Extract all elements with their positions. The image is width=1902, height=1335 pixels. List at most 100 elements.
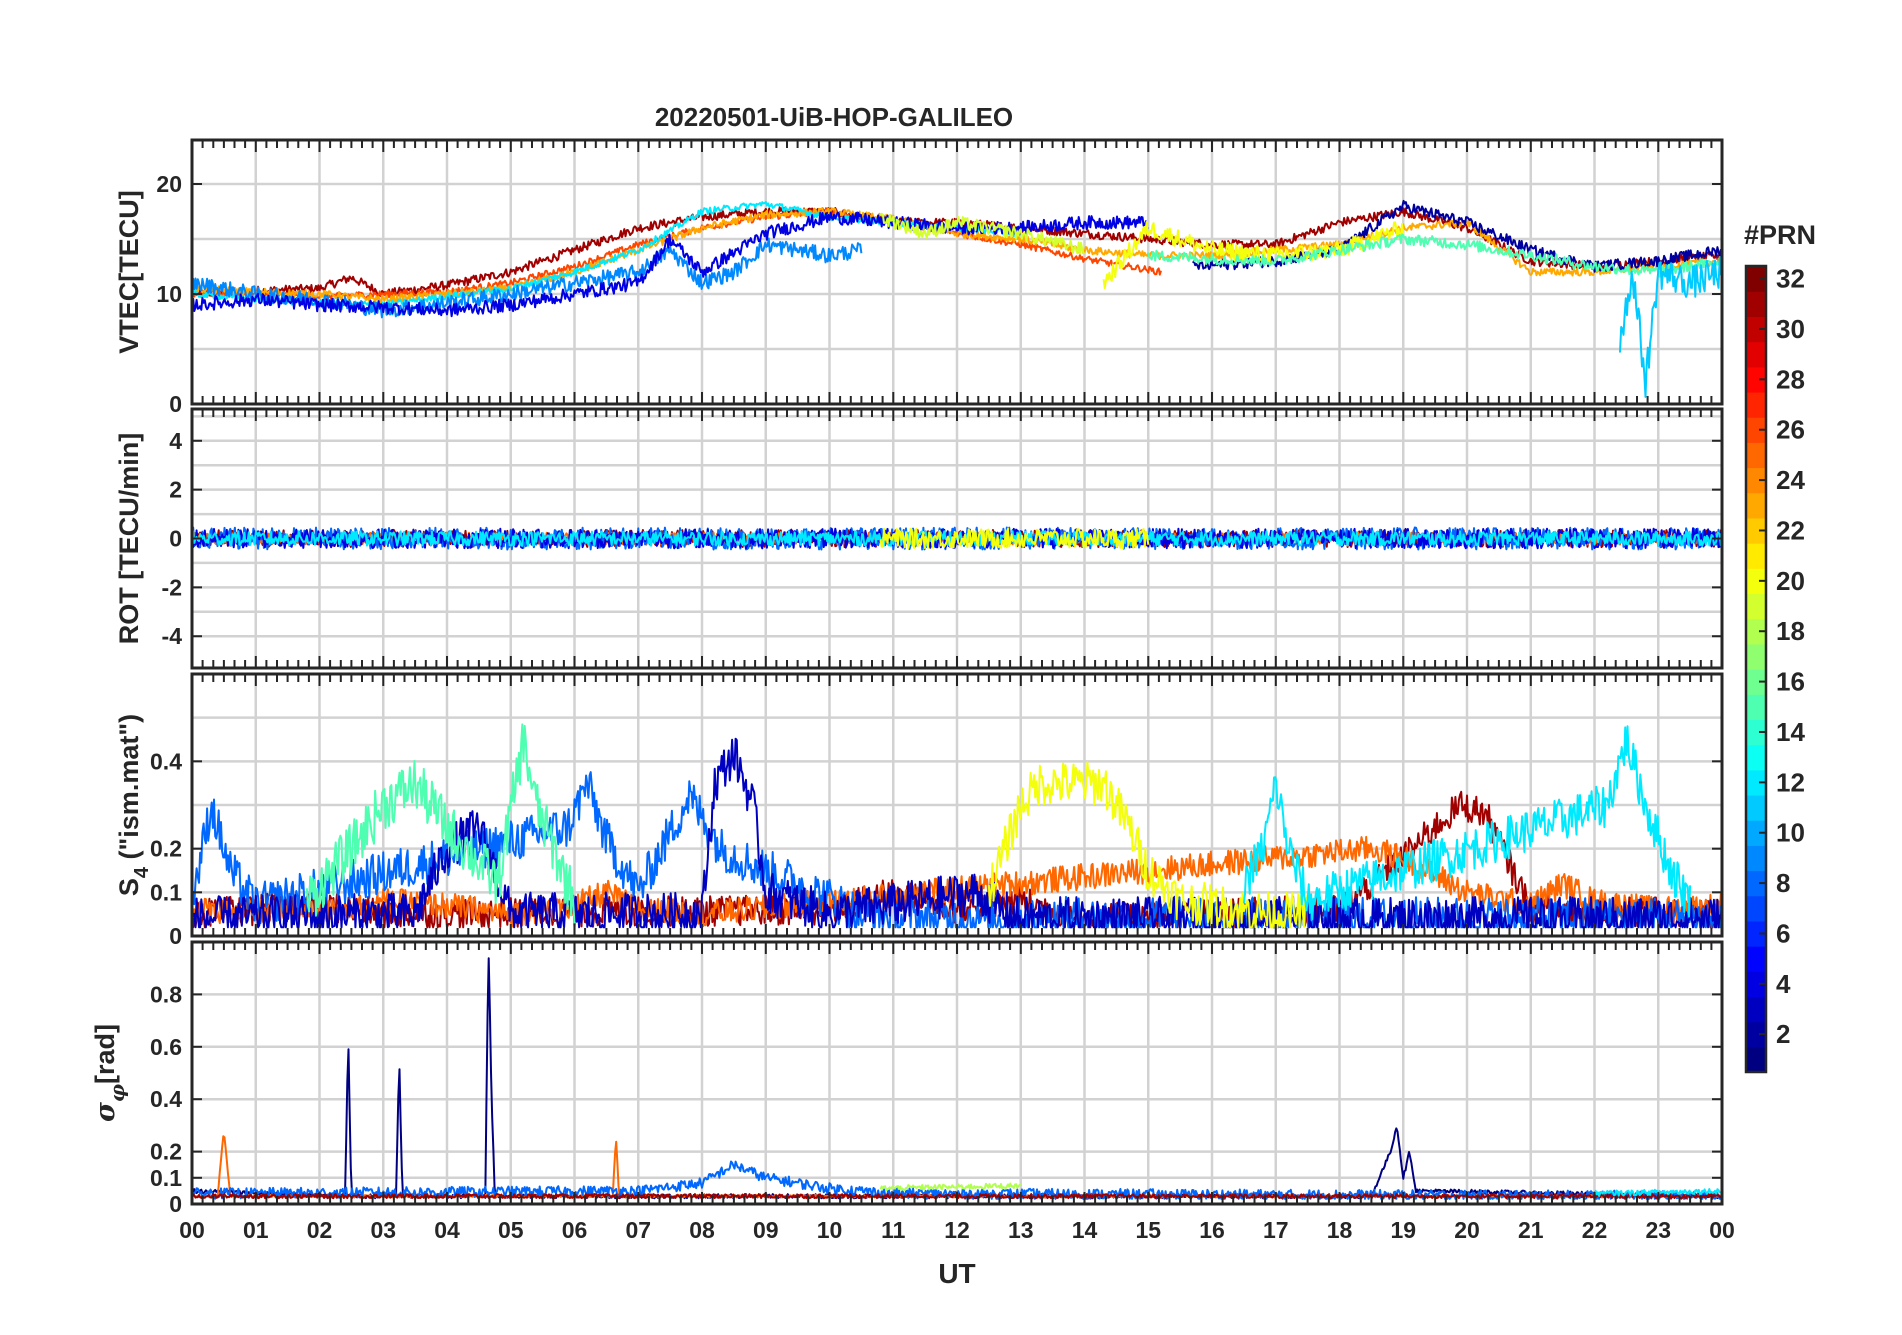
x-tick-label: 21 <box>1518 1217 1544 1243</box>
x-tick-label: 06 <box>562 1217 588 1243</box>
panels: 0 10 20 VTEC[TECU] -4 -2 02 4 ROT [TECU/min] 0 0.1… <box>90 138 1735 1243</box>
colorbar-swatch <box>1746 1046 1766 1073</box>
y-tick-label: -2 <box>162 574 182 600</box>
chart-title: 20220501-UiB-HOP-GALILEO <box>655 102 1013 132</box>
series-prn-2 <box>1192 199 1722 273</box>
y-tick-label: 0.2 <box>150 1139 182 1165</box>
y-tick-label: 0.4 <box>150 1086 182 1112</box>
y-tick-label: 0 <box>169 1191 182 1217</box>
colorbar-swatch <box>1746 643 1766 670</box>
series-prn-15 <box>305 723 576 924</box>
x-tick-label: 05 <box>498 1217 524 1243</box>
series-prn-11 <box>1619 256 1722 398</box>
x-ticks-s4 <box>191 674 1723 936</box>
colorbar-tick-label: 10 <box>1776 818 1805 848</box>
y-tick-label: 0.6 <box>150 1034 182 1060</box>
panel-vtec: 0 10 20 VTEC[TECU] <box>114 138 1724 417</box>
colorbar-label: #PRN <box>1744 220 1816 250</box>
x-tick-label: 10 <box>817 1217 843 1243</box>
colorbar-swatch <box>1746 996 1766 1023</box>
colorbar-swatch <box>1746 694 1766 720</box>
x-tick-label: 15 <box>1135 1217 1161 1243</box>
colorbar-swatch <box>1746 316 1766 343</box>
colorbar-tick-label: 14 <box>1776 717 1805 747</box>
colorbar-swatch <box>1746 920 1766 947</box>
colorbar-swatch <box>1746 1021 1766 1048</box>
series-group-vtec <box>192 199 1722 398</box>
x-tick-label: 09 <box>753 1217 779 1243</box>
colorbar-tick-label: 8 <box>1776 868 1790 898</box>
grid-sigma_phi <box>190 942 1724 1206</box>
y-tick-label: 0.8 <box>150 981 182 1007</box>
x-tick-label: 04 <box>434 1217 460 1243</box>
x-tick-label: 14 <box>1072 1217 1098 1243</box>
colorbar-tick-label: 16 <box>1776 667 1805 697</box>
colorbar-swatch <box>1746 417 1766 443</box>
x-tick-label: 13 <box>1008 1217 1034 1243</box>
y-tick-label: -4 <box>162 623 183 649</box>
colorbar-swatch <box>1746 946 1766 972</box>
x-tick-label: 18 <box>1327 1217 1353 1243</box>
panel-rot: -4 -2 0 2 4 ROT [TECU/min] <box>114 407 1724 670</box>
grid-vtec <box>190 140 1724 406</box>
x-ticks-rot <box>191 409 1723 668</box>
series-prn-12 <box>1242 725 1692 921</box>
colorbar-tick-label: 32 <box>1776 264 1805 294</box>
x-tick-label: 03 <box>370 1217 396 1243</box>
x-ticks-sigma_phi <box>191 942 1723 1204</box>
y-axis-label-s4: S4 ("ism.mat") <box>114 714 153 896</box>
colorbar-tick-label: 6 <box>1776 918 1790 948</box>
series-prn-19 <box>879 212 1086 255</box>
colorbar-tick-label: 20 <box>1776 566 1805 596</box>
y-axis-label-vtec: VTEC[TECU] <box>114 190 144 354</box>
colorbar-tick-label: 28 <box>1776 364 1805 394</box>
x-tick-label: 17 <box>1263 1217 1289 1243</box>
colorbar-swatch <box>1746 266 1766 292</box>
colorbar-tick-label: 18 <box>1776 616 1805 646</box>
x-tick-label: 08 <box>689 1217 715 1243</box>
colorbar-swatch <box>1746 391 1766 418</box>
colorbar-swatch <box>1746 845 1766 872</box>
colorbar-swatch <box>1746 568 1766 595</box>
colorbar-swatch <box>1746 517 1766 544</box>
series-prn-18 <box>879 1182 1021 1192</box>
colorbar-swatch <box>1746 669 1766 695</box>
y-tick-label: 4 <box>169 428 182 454</box>
x-ticks-vtec <box>191 140 1723 404</box>
colorbar-swatch <box>1746 593 1766 620</box>
colorbar-swatch <box>1746 492 1766 519</box>
x-tick-label: 11 <box>881 1217 906 1243</box>
series-group-rot <box>192 526 1722 551</box>
series-prn-20 <box>879 527 1150 550</box>
series-prn-20 <box>1102 221 1405 289</box>
x-tick-label: 19 <box>1390 1217 1416 1243</box>
panel-sigma_phi: 00.10.2 0.4 0.6 0.8 σφ[rad] 00 01 02 03 04 05 06 07 0… <box>90 940 1735 1243</box>
series-prn-20 <box>987 761 1309 929</box>
x-tick-label: 02 <box>307 1217 333 1243</box>
x-tick-label: 16 <box>1199 1217 1225 1243</box>
y-tick-label: 0 <box>169 526 182 552</box>
y-tick-label: 0.4 <box>150 748 182 774</box>
grid-rot <box>190 409 1724 668</box>
series-prn-15 <box>1147 233 1722 278</box>
colorbar-frame <box>1744 264 1768 1074</box>
y-tick-label: 0.1 <box>150 879 182 905</box>
y-tick-label: 20 <box>156 171 182 197</box>
colorbar-tick-label: 26 <box>1776 415 1805 445</box>
colorbar-swatch <box>1746 719 1766 746</box>
colorbar-tick-label: 4 <box>1776 969 1791 999</box>
colorbar-swatch <box>1746 341 1766 368</box>
colorbar-swatch <box>1746 744 1766 771</box>
colorbar-swatch <box>1746 291 1766 317</box>
x-tick-label: 12 <box>944 1217 970 1243</box>
colorbar-tick-label: 2 <box>1776 1019 1790 1049</box>
y-axis-label-rot: ROT [TECU/min] <box>114 433 144 644</box>
y-tick-label: 0 <box>169 391 182 417</box>
colorbar-tick-label: 24 <box>1776 465 1805 495</box>
series-prn-9 <box>192 237 863 319</box>
colorbar-swatch <box>1746 543 1766 569</box>
colorbar-tick-label: 12 <box>1776 767 1805 797</box>
x-tick-label: 00 <box>1709 1217 1735 1243</box>
